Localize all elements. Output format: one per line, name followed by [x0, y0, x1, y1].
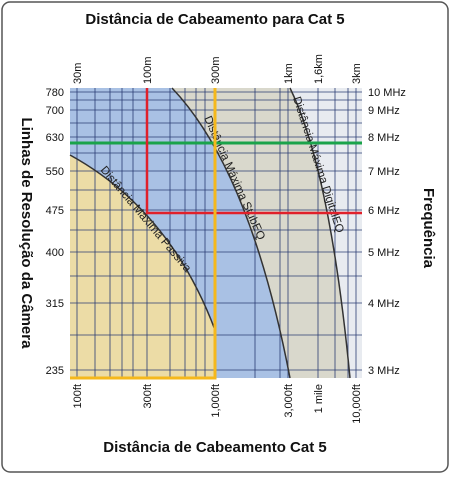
right-tick-label: 7 MHz: [368, 166, 400, 178]
left-tick-label: 630: [46, 132, 64, 144]
left-tick-label: 700: [46, 105, 64, 117]
top-tick-label: 30m: [72, 63, 84, 84]
red-line: [145, 88, 362, 215]
bottom-tick-label: 300ft: [142, 384, 154, 408]
right-title: Frequência: [420, 188, 437, 269]
bottom-tick-label: 10,000ft: [351, 384, 363, 424]
right-tick-label: 6 MHz: [368, 205, 400, 217]
top-tick-label: 300m: [210, 56, 222, 84]
right-tick-label: 10 MHz: [368, 87, 406, 99]
left-title: Linhas de Resolução da Câmera: [18, 118, 35, 350]
bottom-tick-label: 100ft: [72, 384, 84, 408]
top-title: Distância de Cabeamento para Cat 5: [85, 11, 344, 28]
bottom-tick-label: 1,000ft: [210, 384, 222, 418]
yellow-line: [70, 88, 217, 380]
right-tick-label: 9 MHz: [368, 105, 400, 117]
plot: Distância Máxima Passiva Distância Máxim…: [69, 87, 362, 380]
top-tick-label: 1,6km: [313, 54, 325, 84]
left-tick-label: 780: [46, 87, 64, 99]
curve: [289, 87, 351, 379]
bottom-tick-label: 3,000ft: [283, 384, 295, 418]
bottom-tick-label: 1 mile: [313, 384, 325, 413]
right-tick-label: 8 MHz: [368, 132, 400, 144]
left-tick-label: 400: [46, 247, 64, 259]
top-tick-label: 3km: [351, 63, 363, 84]
right-tick-label: 3 MHz: [368, 365, 400, 377]
left-tick-label: 315: [46, 298, 64, 310]
bottom-title: Distância de Cabeamento Cat 5: [103, 439, 326, 456]
top-tick-label: 1km: [283, 63, 295, 84]
right-tick-label: 4 MHz: [368, 298, 400, 310]
curve: [171, 87, 291, 379]
left-tick-label: 550: [46, 166, 64, 178]
left-tick-label: 235: [46, 365, 64, 377]
left-tick-label: 475: [46, 205, 64, 217]
top-tick-label: 100m: [142, 56, 154, 84]
tan-area: [70, 155, 215, 378]
right-tick-label: 5 MHz: [368, 247, 400, 259]
pale-area: [290, 88, 362, 378]
curve: [69, 154, 216, 331]
